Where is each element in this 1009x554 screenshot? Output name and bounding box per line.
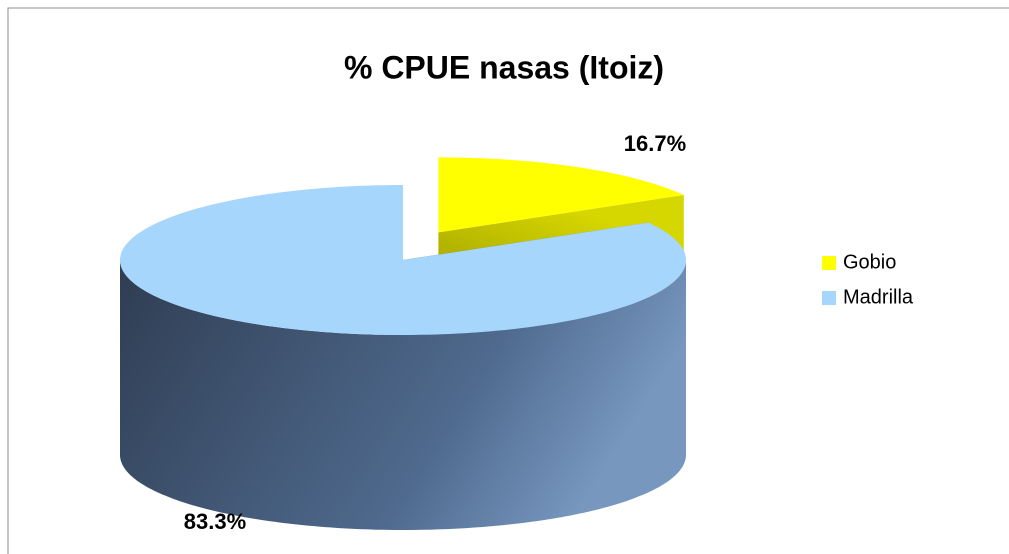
slice <box>120 185 686 530</box>
slice <box>438 157 684 233</box>
legend-swatch <box>822 291 836 305</box>
slice-side <box>120 260 686 530</box>
legend-label: Gobio <box>843 251 896 273</box>
legend-swatch <box>822 256 836 270</box>
slice <box>120 185 686 335</box>
chart-frame <box>7 7 1009 554</box>
legend-label: Madrilla <box>843 286 914 308</box>
data-label: 16.7% <box>624 131 686 156</box>
data-label: 83.3% <box>184 509 246 534</box>
chart-title: % CPUE nasas (Itoiz) <box>344 49 664 85</box>
